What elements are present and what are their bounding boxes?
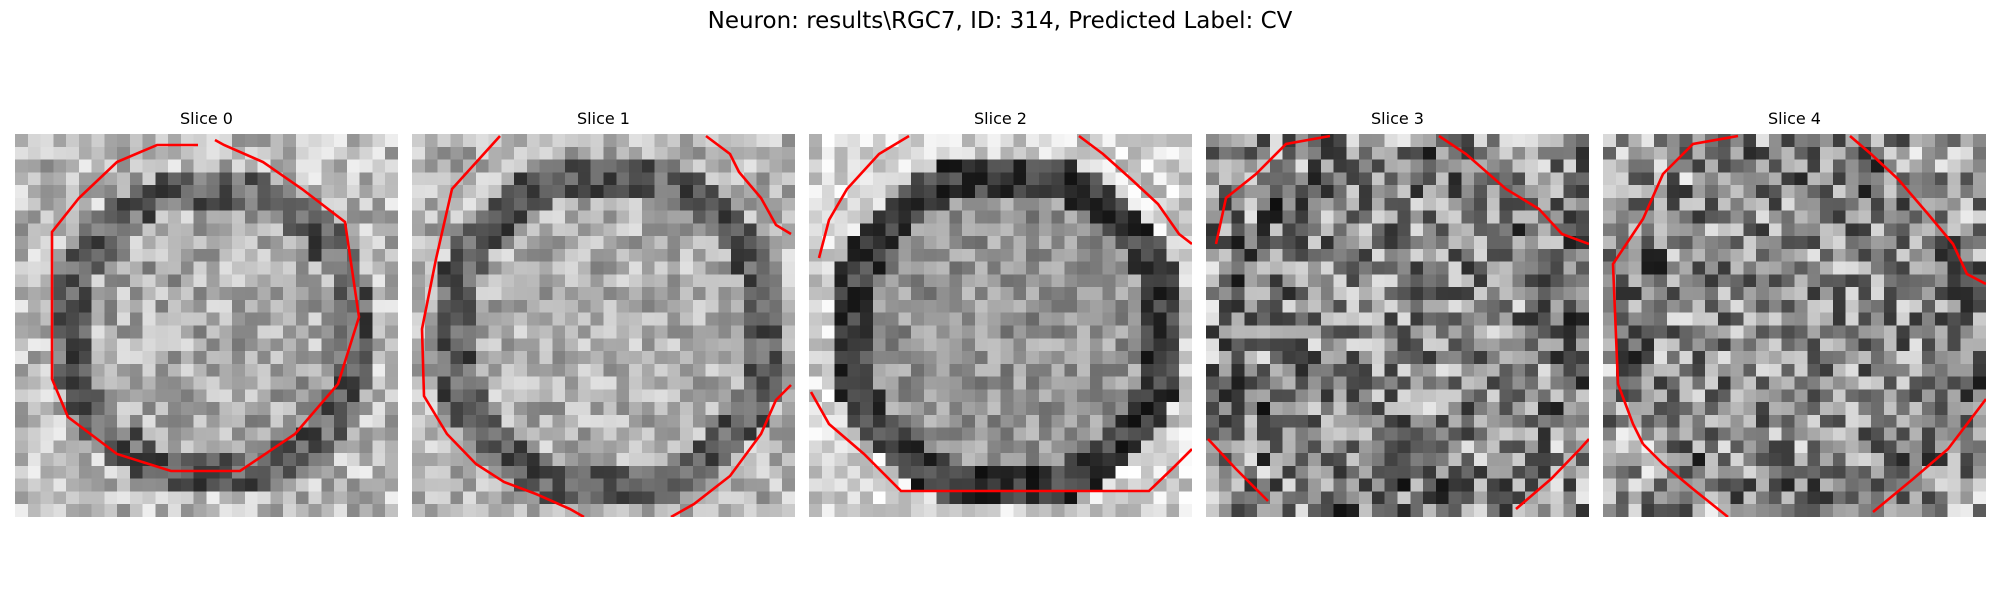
contour-line [817,134,910,259]
contour-line [1642,443,1729,517]
contour-line [1872,398,1986,514]
contour-line [1078,134,1192,246]
slice-panel-0: Slice 0 [15,108,398,517]
slice-title: Slice 4 [1768,109,1821,128]
slice-image [1206,134,1589,517]
slice-title: Slice 1 [577,109,630,128]
slice-title: Slice 2 [974,109,1027,128]
slice-panel-2: Slice 2 [809,108,1192,517]
contour-line [1207,438,1269,502]
contour-line [705,134,792,236]
contour-overlay [809,134,1192,493]
contour-line [1849,135,1986,286]
slice-panel-3: Slice 3 [1206,108,1589,517]
slice-title: Slice 3 [1371,109,1424,128]
slice-image [809,134,1192,517]
contour-line [420,135,585,517]
contour-line [1611,134,1739,445]
contour-line [1515,438,1589,510]
contour-overlay [1207,134,1589,510]
slice-image [412,134,795,517]
contour-overlay [50,138,361,473]
contour-overlay [420,134,792,517]
figure-title: Neuron: results\RGC7, ID: 314, Predicted… [707,8,1293,34]
slice-panel-1: Slice 1 [412,108,795,517]
slice-panel-4: Slice 4 [1603,108,1986,517]
contour-line [1438,134,1589,246]
contour-line [1214,134,1331,245]
contour-line [50,138,361,473]
contour-line [809,391,1192,493]
contour-overlay [1611,134,1986,517]
contour-line [670,384,792,517]
slice-image [1603,134,1986,517]
slice-title: Slice 0 [180,109,233,128]
